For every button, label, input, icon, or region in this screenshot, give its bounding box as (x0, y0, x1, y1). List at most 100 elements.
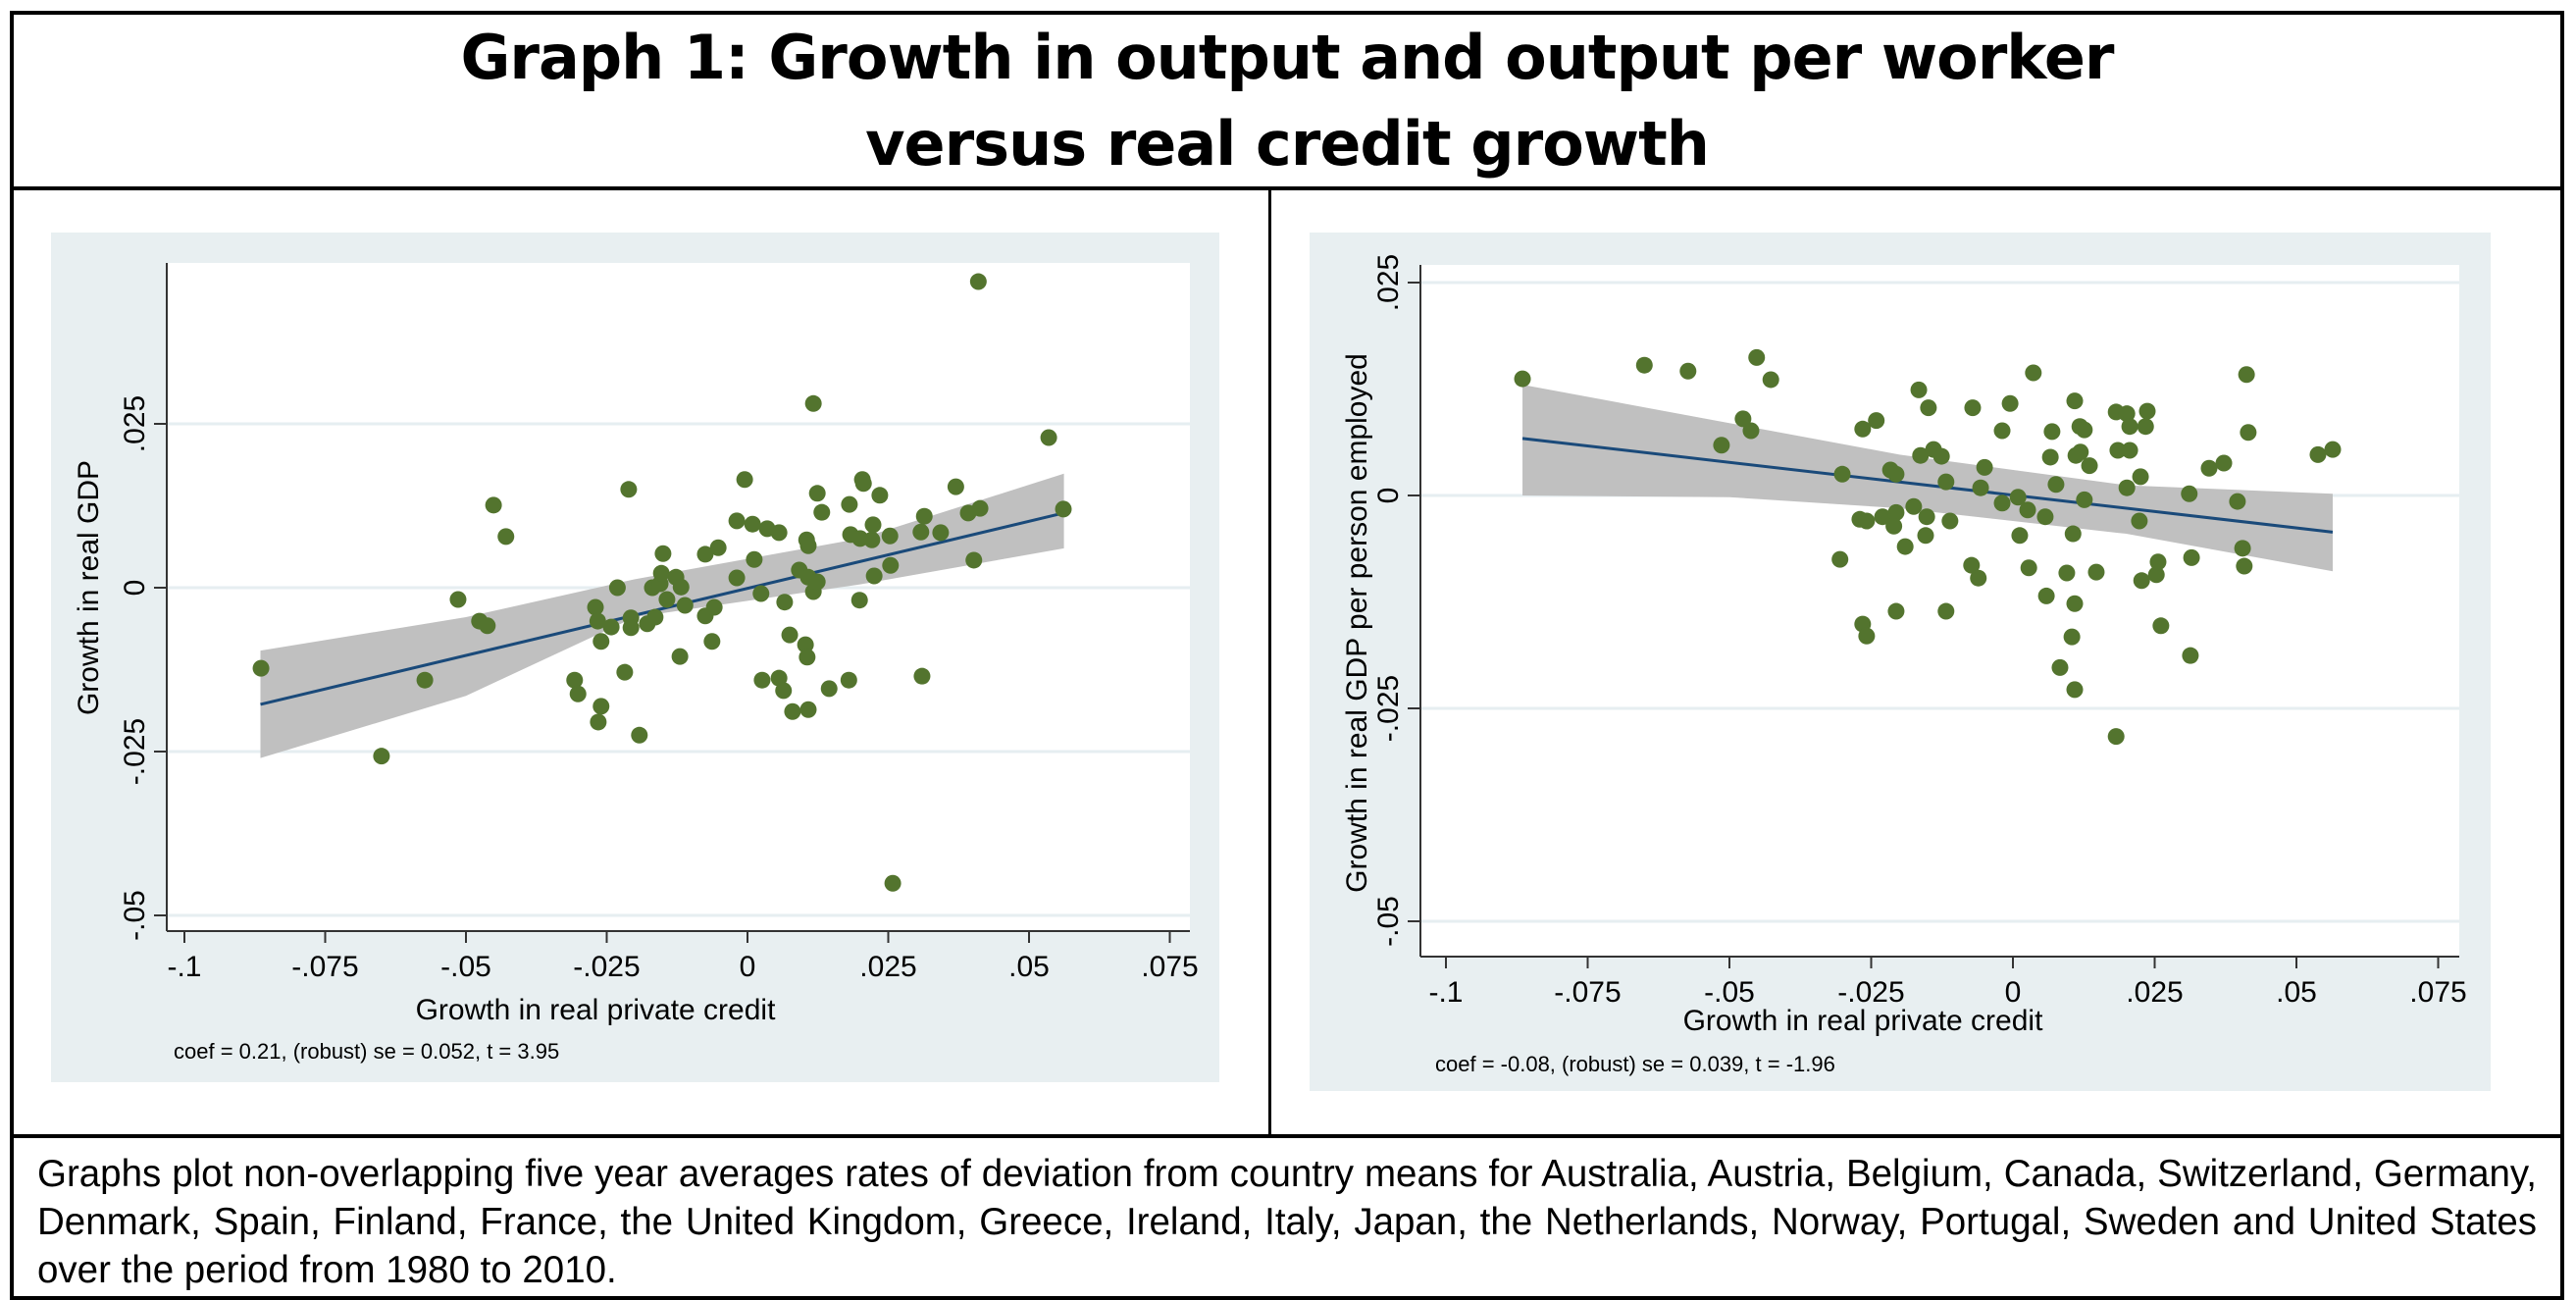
data-point (620, 481, 638, 498)
x-tick-label: -.025 (1837, 976, 1904, 1009)
x-tick-label: 0 (2005, 976, 2022, 1009)
data-point (871, 487, 889, 504)
data-point (2181, 485, 2198, 502)
data-point (1993, 494, 2011, 512)
data-point (752, 585, 770, 602)
data-point (913, 667, 931, 685)
data-point (1912, 446, 1930, 464)
data-point (2118, 479, 2136, 496)
data-point (1831, 550, 1849, 568)
data-point (2051, 658, 2069, 676)
data-point (1964, 399, 1982, 417)
data-point (1976, 458, 1993, 476)
data-point (1858, 512, 1876, 530)
data-point (2238, 366, 2255, 384)
data-point (947, 478, 964, 495)
x-axis-title: Growth in real private credit (416, 994, 776, 1026)
data-point (658, 591, 676, 608)
data-point (416, 671, 434, 689)
data-point (652, 564, 670, 582)
data-point (965, 551, 983, 569)
data-point (2118, 405, 2136, 423)
data-point (799, 537, 817, 554)
data-point (1920, 399, 1937, 417)
data-point (671, 648, 689, 665)
data-point (2240, 424, 2257, 442)
title-divider (10, 186, 2564, 190)
x-tick-label: -.1 (1428, 976, 1463, 1009)
data-point (2081, 457, 2098, 475)
data-point (784, 702, 801, 720)
data-point (820, 680, 838, 698)
data-point (840, 671, 857, 689)
data-point (1887, 503, 1905, 521)
data-point (2234, 540, 2251, 557)
data-point (971, 499, 989, 517)
data-point (1514, 370, 1531, 388)
data-point (2076, 421, 2093, 439)
data-point (2229, 493, 2246, 510)
data-point (781, 626, 799, 644)
data-point (863, 531, 881, 548)
data-point (2121, 418, 2138, 436)
data-point (1905, 497, 1923, 515)
data-point (2009, 489, 2027, 506)
data-point (497, 528, 515, 546)
data-point (969, 273, 987, 290)
chart-gdp-per-worker-vs-credit: -.1 -.075 -.05 -.025 0 .025 .05 .075 -.05 -.025 0.… (1310, 233, 2491, 1091)
regression-note: coef = -0.08, (robust) se = 0.039, t = -… (1435, 1052, 1835, 1076)
data-point (587, 598, 604, 616)
data-point (2215, 454, 2233, 472)
x-tick-label: .075 (2409, 976, 2466, 1009)
data-point (2001, 394, 2019, 412)
data-point (808, 573, 826, 591)
data-point (841, 495, 858, 513)
data-point (1887, 465, 1905, 483)
data-point (373, 748, 390, 765)
data-point (1970, 569, 1987, 587)
data-point (2087, 563, 2105, 581)
y-tick-label: -.05 (1372, 896, 1405, 947)
y-tick-label: .025 (119, 395, 151, 452)
data-point (622, 619, 640, 637)
data-point (728, 569, 746, 587)
data-point (1833, 465, 1851, 483)
data-point (2064, 525, 2082, 543)
data-point (2132, 468, 2149, 486)
data-point (882, 556, 900, 574)
data-point (646, 608, 664, 626)
data-point (654, 545, 672, 562)
x-tick-label: .025 (859, 951, 916, 983)
data-point (2309, 445, 2327, 463)
data-point (2037, 587, 2055, 604)
y-tick-label: 0 (1372, 488, 1405, 504)
data-point (2121, 442, 2138, 459)
data-point (736, 471, 753, 489)
data-point (631, 726, 648, 744)
data-point (1713, 437, 1730, 454)
data-point (590, 713, 607, 731)
x-tick-label: -.075 (291, 951, 358, 983)
data-point (2063, 628, 2081, 646)
data-point (1874, 508, 1891, 526)
data-point (2131, 512, 2148, 530)
confidence-band (1522, 385, 2333, 572)
data-point (2072, 443, 2089, 461)
data-point (1972, 479, 1989, 496)
data-point (2020, 559, 2037, 577)
scatter-points (252, 273, 1072, 892)
data-point (252, 659, 270, 677)
data-point (589, 612, 606, 630)
y-tick-label: -.025 (119, 718, 151, 785)
data-point (813, 503, 831, 521)
data-point (728, 512, 746, 530)
data-point (592, 633, 610, 650)
data-point (449, 591, 467, 608)
data-point (1635, 356, 1653, 374)
x-tick-label: .05 (1008, 951, 1050, 983)
data-point (797, 636, 814, 653)
data-point (746, 550, 763, 568)
data-point (2019, 501, 2036, 519)
data-point (2066, 681, 2084, 699)
data-point (2200, 459, 2218, 477)
